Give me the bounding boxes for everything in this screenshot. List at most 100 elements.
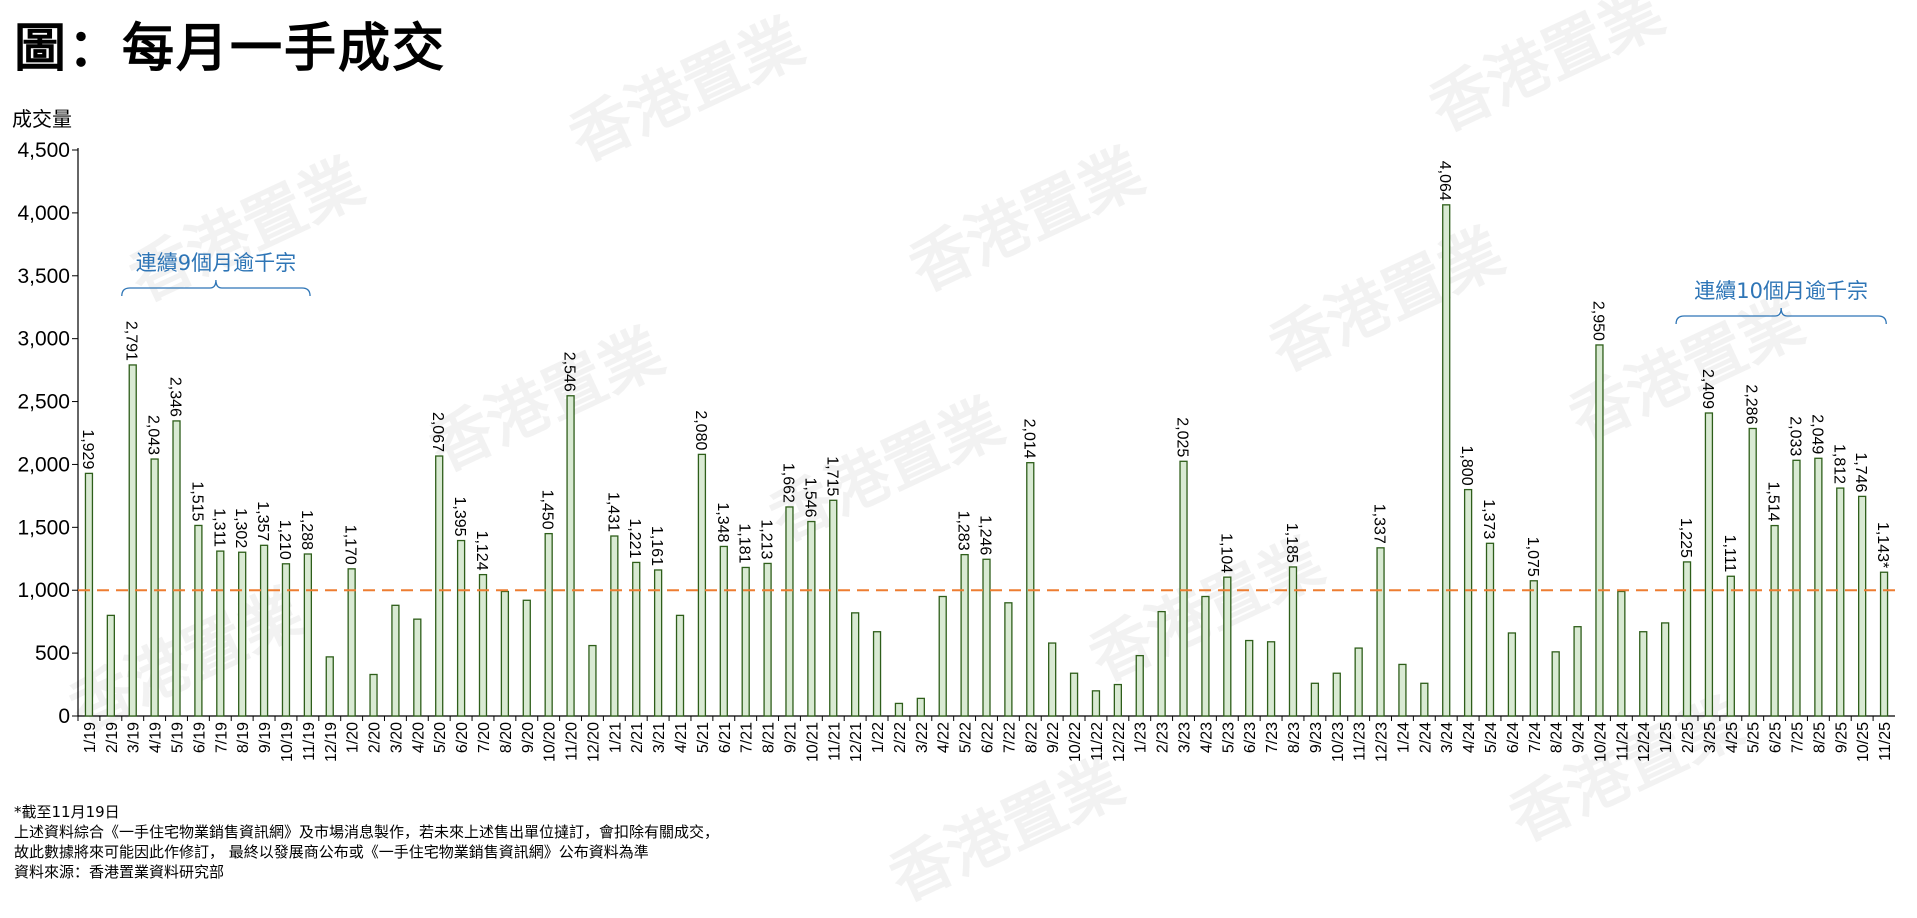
- data-label: 1,181: [736, 523, 753, 563]
- bar: [1639, 631, 1648, 717]
- x-tick-label: 7/22: [1001, 722, 1018, 753]
- bar: [1091, 690, 1101, 717]
- x-tick-label: 1/24: [1395, 722, 1412, 753]
- data-label: 1,283: [955, 511, 972, 551]
- bar: [1201, 595, 1210, 717]
- bar: [1814, 457, 1823, 717]
- bar: [938, 595, 947, 717]
- bar: [391, 604, 400, 717]
- y-tick-label: 500: [35, 642, 70, 665]
- bar: [1069, 672, 1079, 717]
- footer-note-source-2: 故此數據將來可能因此作修訂， 最終以發展商公布或《一手住宅物業銷售資訊網》公布資…: [14, 843, 649, 861]
- data-label: 1,185: [1283, 523, 1300, 563]
- x-tick-label: 7/19: [213, 722, 230, 753]
- x-tick-label: 7/21: [739, 722, 756, 753]
- bar: [172, 420, 181, 717]
- x-tick-label: 3/25: [1702, 722, 1719, 753]
- bar: [719, 545, 728, 717]
- bar: [1004, 602, 1013, 717]
- bar: [1288, 566, 1298, 717]
- x-tick-label: 1/23: [1133, 722, 1150, 753]
- x-tick-label: 12/23: [1374, 722, 1391, 762]
- bar: [1726, 575, 1735, 717]
- bar: [1879, 571, 1889, 717]
- data-label: 1,357: [254, 501, 271, 541]
- data-label: 1,715: [823, 456, 840, 496]
- x-tick-label: 4/22: [936, 722, 953, 753]
- bar: [1266, 641, 1276, 717]
- x-tick-label: 5/23: [1220, 722, 1237, 753]
- y-tick-label: 3,000: [17, 328, 70, 351]
- bar: [281, 563, 291, 717]
- bar: [1770, 524, 1779, 717]
- x-tick-label: 3/23: [1177, 722, 1194, 753]
- data-label: 1,143*: [1874, 522, 1891, 568]
- y-tick-label: 3,500: [17, 265, 70, 288]
- bar: [785, 506, 794, 717]
- bar: [1660, 622, 1670, 717]
- data-label: 1,514: [1765, 482, 1782, 522]
- x-tick-label: 5/22: [958, 722, 975, 753]
- data-label: 1,104: [1217, 533, 1234, 573]
- x-tick-label: 8/21: [761, 722, 778, 753]
- x-tick-label: 9/24: [1571, 722, 1588, 753]
- data-label: 1,662: [779, 463, 796, 503]
- bar: [150, 458, 159, 717]
- x-tick-label: 11/20: [564, 722, 581, 761]
- bar: [216, 550, 225, 717]
- bar: [566, 395, 575, 717]
- bar: [1354, 647, 1363, 717]
- bar: [872, 631, 882, 717]
- bar: [435, 455, 444, 717]
- x-tick-label: 3/22: [914, 722, 931, 753]
- bar: [1376, 547, 1385, 717]
- x-tick-label: 3/19: [126, 722, 143, 753]
- data-label: 1,431: [604, 492, 621, 532]
- data-label: 2,014: [1020, 419, 1037, 459]
- x-tick-label: 1/22: [870, 722, 887, 753]
- data-label: 1,546: [801, 478, 818, 518]
- x-tick-label: 2/21: [629, 722, 646, 753]
- y-tick-label: 1,500: [17, 516, 70, 539]
- data-label: 1,161: [648, 526, 665, 566]
- x-tick-label: 2/25: [1680, 722, 1697, 753]
- y-tick-label: 2,500: [17, 391, 70, 414]
- annotation-label: 連續10個月逾千宗: [1694, 279, 1868, 303]
- x-tick-label: 11/21: [826, 722, 843, 761]
- bar: [1748, 427, 1757, 717]
- x-tick-label: 6/19: [191, 722, 208, 753]
- data-label: 2,409: [1699, 369, 1716, 409]
- bar: [544, 532, 553, 717]
- bar: [1551, 651, 1560, 717]
- annotation-brace: [121, 279, 311, 297]
- bar: [259, 544, 269, 717]
- footer-notes: *截至11月19日 上述資料綜合《一手住宅物業銷售資訊網》及市場消息製作，若未來…: [14, 802, 719, 882]
- x-tick-label: 5/24: [1483, 722, 1500, 753]
- bar: [106, 614, 115, 717]
- bar: [84, 472, 94, 717]
- x-tick-label: 4/25: [1724, 722, 1741, 753]
- annotation-label: 連續9個月逾千宗: [136, 251, 296, 275]
- bar: [1113, 683, 1122, 717]
- data-label: 1,210: [276, 520, 293, 560]
- x-tick-label: 6/23: [1242, 722, 1259, 753]
- bar: [1135, 654, 1144, 717]
- bar: [610, 535, 619, 717]
- monthly-transactions-chart: 成交量 0 500 1,000 1,500 2,000 2,500 3,000 3,500 4,0…: [12, 107, 1895, 762]
- page-title: 圖：每月一手成交: [14, 19, 447, 79]
- data-label: 2,080: [692, 410, 709, 450]
- x-tick-label: 11/23: [1352, 722, 1369, 761]
- x-tick-label: 10/25: [1855, 722, 1872, 762]
- bar: [982, 558, 991, 717]
- bar: [1595, 344, 1604, 717]
- bar: [588, 644, 597, 717]
- bar: [1858, 495, 1867, 717]
- bar: [500, 590, 510, 717]
- x-tick-label: 9/20: [520, 722, 537, 753]
- bar: [1682, 561, 1692, 717]
- x-tick-label: 1/25: [1658, 722, 1675, 753]
- footer-note-source-1: 上述資料綜合《一手住宅物業銷售資訊網》及市場消息製作，若未來上述售出單位撻訂，會…: [14, 823, 720, 841]
- bar: [653, 569, 663, 717]
- x-tick-label: 11/19: [301, 722, 318, 761]
- x-tick-label: 12/20: [585, 722, 602, 762]
